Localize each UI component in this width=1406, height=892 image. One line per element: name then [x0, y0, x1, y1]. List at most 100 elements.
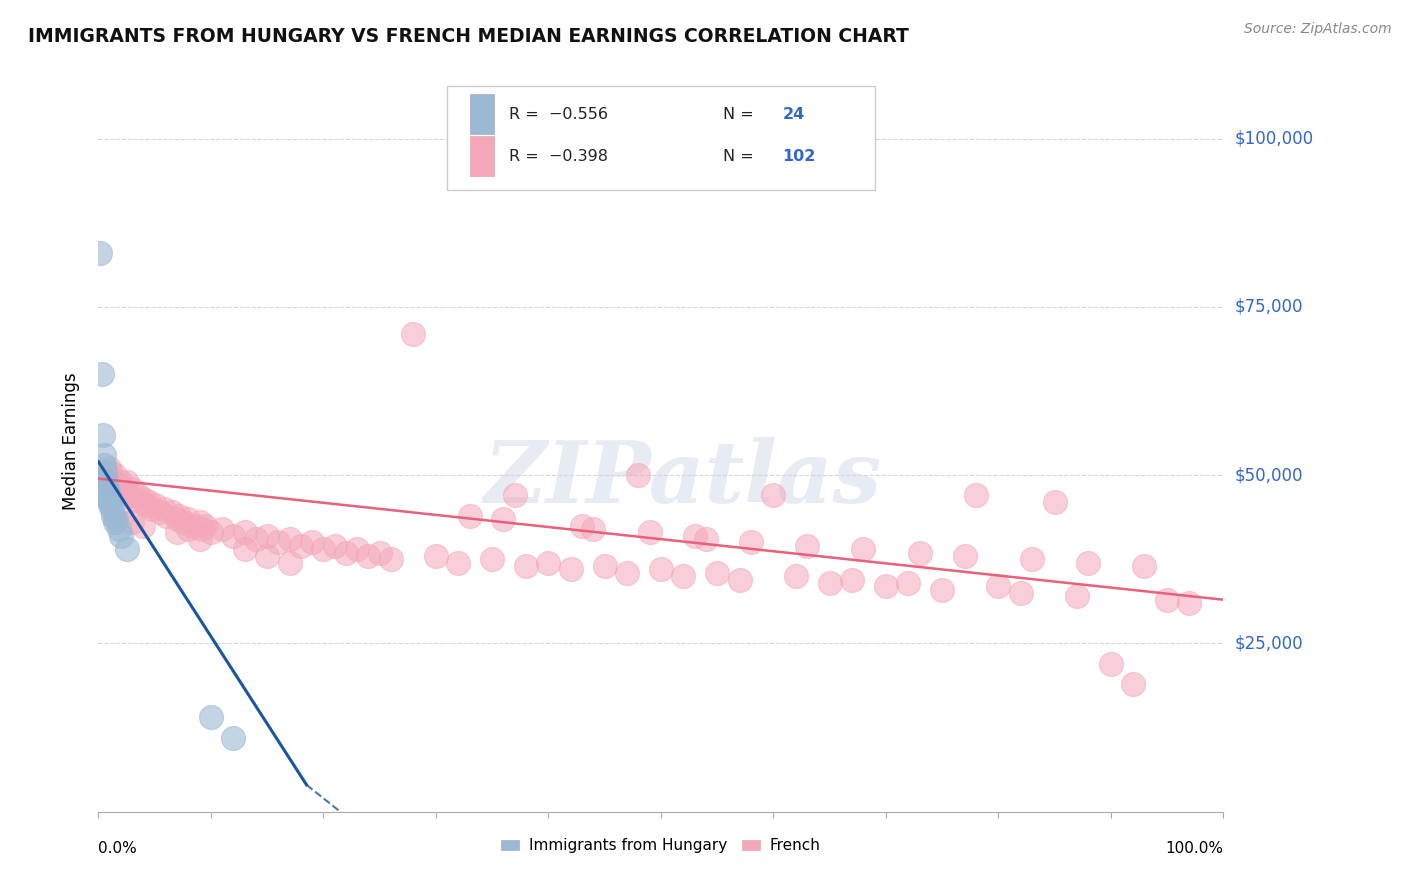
- Point: [1043, 495, 1066, 509]
- Point: [96, 482, 118, 496]
- Point: [96, 485, 118, 500]
- Point: [380, 552, 402, 566]
- Text: N =: N =: [723, 107, 754, 122]
- Point: [96, 475, 118, 489]
- FancyBboxPatch shape: [447, 87, 875, 190]
- Point: [93, 448, 115, 462]
- Point: [672, 569, 695, 583]
- Point: [101, 501, 124, 516]
- Point: [143, 499, 166, 513]
- Point: [110, 508, 132, 523]
- Point: [177, 512, 200, 526]
- Point: [897, 575, 920, 590]
- Point: [96, 478, 118, 492]
- Y-axis label: Median Earnings: Median Earnings: [62, 373, 80, 510]
- Point: [706, 566, 728, 580]
- Point: [323, 539, 346, 553]
- Point: [515, 559, 537, 574]
- Text: $75,000: $75,000: [1234, 298, 1303, 316]
- Point: [94, 465, 117, 479]
- Point: [796, 539, 818, 553]
- Point: [762, 488, 785, 502]
- Point: [169, 508, 191, 523]
- Point: [537, 556, 560, 570]
- Point: [1021, 552, 1043, 566]
- Text: ZIPatlas: ZIPatlas: [484, 437, 883, 520]
- Point: [188, 516, 211, 530]
- Point: [166, 512, 188, 526]
- Point: [107, 478, 129, 492]
- Point: [200, 525, 222, 540]
- Point: [425, 549, 447, 563]
- Point: [1133, 559, 1156, 574]
- Point: [582, 522, 605, 536]
- Point: [987, 579, 1010, 593]
- Point: [90, 368, 112, 382]
- Point: [89, 246, 111, 260]
- Point: [683, 529, 706, 543]
- Point: [129, 495, 152, 509]
- Point: [492, 512, 515, 526]
- Point: [852, 542, 875, 557]
- Point: [402, 326, 425, 341]
- Text: Source: ZipAtlas.com: Source: ZipAtlas.com: [1244, 22, 1392, 37]
- Bar: [470, 136, 495, 177]
- Point: [1077, 556, 1099, 570]
- Point: [368, 546, 391, 560]
- Text: 100.0%: 100.0%: [1166, 841, 1223, 856]
- Point: [121, 482, 143, 496]
- Point: [194, 518, 217, 533]
- Point: [728, 573, 751, 587]
- Point: [160, 505, 183, 519]
- Point: [191, 522, 214, 536]
- Point: [571, 518, 593, 533]
- Text: $50,000: $50,000: [1234, 467, 1303, 484]
- Point: [155, 508, 177, 523]
- Point: [121, 516, 143, 530]
- Point: [627, 468, 650, 483]
- Point: [233, 525, 256, 540]
- Point: [115, 475, 138, 489]
- Point: [458, 508, 481, 523]
- Point: [112, 482, 135, 496]
- Point: [740, 535, 762, 549]
- Point: [110, 475, 132, 489]
- Point: [98, 499, 121, 513]
- Text: N =: N =: [723, 149, 754, 164]
- Point: [101, 472, 124, 486]
- Point: [256, 549, 278, 563]
- Point: [132, 518, 155, 533]
- Text: R =  −0.556: R = −0.556: [509, 107, 607, 122]
- Point: [135, 499, 157, 513]
- Point: [1010, 586, 1032, 600]
- Point: [124, 491, 146, 506]
- Point: [650, 562, 672, 576]
- Point: [616, 566, 638, 580]
- Point: [290, 539, 312, 553]
- Point: [177, 522, 200, 536]
- Point: [104, 468, 127, 483]
- Point: [357, 549, 380, 563]
- Point: [301, 535, 323, 549]
- Point: [785, 569, 807, 583]
- Point: [105, 512, 128, 526]
- Point: [818, 575, 841, 590]
- Point: [953, 549, 976, 563]
- Point: [346, 542, 368, 557]
- Point: [1156, 592, 1178, 607]
- Point: [183, 518, 205, 533]
- Bar: [470, 94, 495, 135]
- Point: [172, 516, 194, 530]
- Point: [110, 529, 132, 543]
- Text: 24: 24: [782, 107, 804, 122]
- Point: [335, 546, 357, 560]
- Point: [222, 731, 245, 745]
- Point: [695, 532, 717, 546]
- Point: [1066, 590, 1088, 604]
- Point: [93, 468, 115, 483]
- Point: [127, 488, 149, 502]
- Point: [152, 501, 174, 516]
- Point: [841, 573, 863, 587]
- Point: [875, 579, 897, 593]
- Point: [200, 710, 222, 724]
